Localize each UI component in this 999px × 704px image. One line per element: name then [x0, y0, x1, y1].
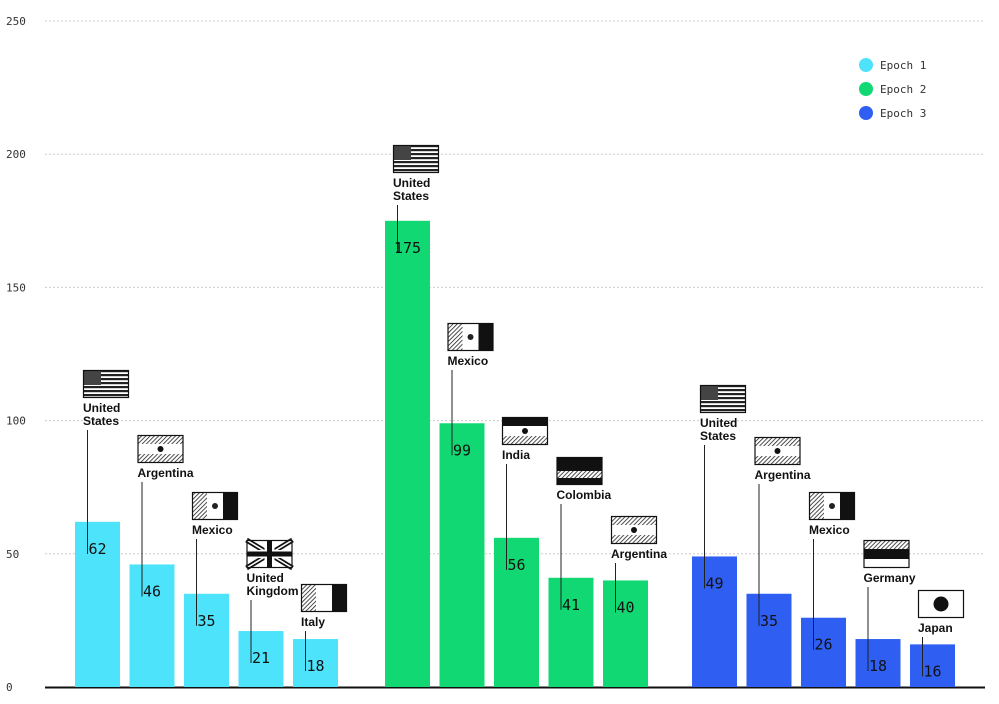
bar-group: Mexico 35: [184, 491, 239, 687]
label-line: States: [700, 429, 736, 443]
bar-value-label: 99: [453, 441, 471, 459]
bar-value-label: 18: [306, 657, 324, 675]
bar: [603, 580, 648, 687]
legend-item: Epoch 3: [859, 106, 926, 120]
label-line: United: [393, 176, 430, 190]
bar-value-label: 35: [760, 612, 778, 630]
label-line: States: [393, 189, 429, 203]
mexico-flag-icon: [191, 491, 239, 521]
bar-category-label: United States: [700, 416, 737, 443]
bar-value-label: 26: [814, 636, 832, 654]
label-line: United: [700, 416, 737, 430]
legend-label: Epoch 1: [880, 59, 926, 72]
bar: [293, 639, 338, 687]
bar-value-label: 62: [88, 540, 106, 558]
colombia-flag-icon: [556, 456, 603, 486]
uk-flag-icon: [245, 537, 294, 571]
legend-item: Epoch 1: [859, 58, 926, 72]
bar-value-label: 41: [562, 596, 580, 614]
bar: [855, 639, 901, 687]
bar-category-label: United States: [83, 401, 120, 428]
bar-value-label: 18: [869, 657, 887, 675]
bar-group: Argentina 46: [129, 434, 194, 687]
bar-value-label: 56: [507, 556, 525, 574]
italy-flag-icon: [300, 583, 348, 613]
bar-group: Argentina 35: [746, 436, 811, 687]
bar-category-label: Mexico: [809, 523, 850, 537]
bar-category-label: Germany: [864, 571, 916, 585]
bar-value-label: 21: [252, 649, 270, 667]
label-line: States: [83, 414, 119, 428]
us-flag-icon: [392, 144, 440, 174]
bar-value-label: 49: [705, 574, 723, 592]
bar: [801, 617, 846, 687]
india-flag-icon: [501, 416, 549, 446]
legend-label: Epoch 2: [880, 83, 926, 96]
legend-swatch: [859, 82, 873, 96]
legend-swatch: [859, 106, 873, 120]
argentina-flag-icon: [754, 436, 801, 466]
bar-category-label: Italy: [301, 615, 325, 629]
mexico-flag-icon: [447, 322, 494, 352]
bar: [385, 220, 430, 688]
bar: [238, 631, 284, 687]
bar-group: India 56: [494, 416, 549, 687]
bar-category-label: Argentina: [755, 468, 811, 482]
y-tick-label: 200: [6, 148, 26, 161]
bar-group: Mexico 99: [439, 322, 494, 687]
bar-group: Argentina 40: [603, 515, 667, 687]
y-tick-label: 100: [6, 415, 26, 428]
bar-group: United States 62: [75, 369, 130, 687]
bar: [75, 521, 120, 687]
bar-group: Italy 18: [293, 583, 348, 687]
bar-value-label: 35: [197, 612, 215, 630]
bar-category-label: Argentina: [138, 466, 194, 480]
y-tick-label: 0: [6, 681, 13, 694]
bar-group: Colombia 41: [548, 456, 612, 687]
bar-category-label: United States: [393, 176, 430, 203]
bar-value-label: 16: [923, 662, 941, 680]
us-flag-icon: [82, 369, 130, 399]
bar-group: Japan 16: [910, 589, 965, 687]
bar-category-label: Mexico: [448, 354, 489, 368]
bar-value-label: 46: [143, 582, 161, 600]
bar: [910, 644, 955, 687]
bar: [548, 577, 594, 687]
legend-swatch: [859, 58, 873, 72]
bar: [692, 556, 737, 687]
bar-group: United States 175: [385, 144, 440, 688]
y-tick-label: 50: [6, 548, 19, 561]
y-tick-label: 150: [6, 281, 26, 294]
argentina-flag-icon: [610, 515, 658, 545]
label-line: United: [83, 401, 120, 415]
bar-value-label: 40: [616, 598, 634, 616]
bar-category-label: India: [502, 448, 530, 462]
y-tick-label: 250: [6, 15, 26, 28]
label-line: Kingdom: [247, 584, 299, 598]
bar-category-label: Japan: [918, 621, 953, 635]
bar-group: Mexico 26: [801, 491, 856, 687]
label-line: United: [247, 571, 284, 585]
argentina-flag-icon: [137, 434, 184, 464]
bar: [184, 593, 229, 687]
mexico-flag-icon: [808, 491, 856, 521]
bar-category-label: Colombia: [557, 488, 612, 502]
us-flag-icon: [699, 384, 747, 414]
japan-flag-icon: [917, 589, 965, 619]
bar-group: Germany 18: [855, 539, 916, 687]
bar: [746, 593, 792, 687]
bar: [439, 423, 485, 687]
bar-category-label: Argentina: [611, 547, 667, 561]
bar-group: United Kingdom 21: [238, 537, 299, 687]
bar-category-label: United Kingdom: [247, 571, 299, 598]
bar-group: United States 49: [692, 384, 747, 687]
legend-item: Epoch 2: [859, 82, 926, 96]
legend-label: Epoch 3: [880, 107, 926, 120]
bar: [494, 537, 539, 687]
germany-flag-icon: [863, 539, 910, 569]
bar-value-label: 175: [394, 239, 421, 257]
bar-category-label: Mexico: [192, 523, 233, 537]
bar: [129, 564, 175, 687]
